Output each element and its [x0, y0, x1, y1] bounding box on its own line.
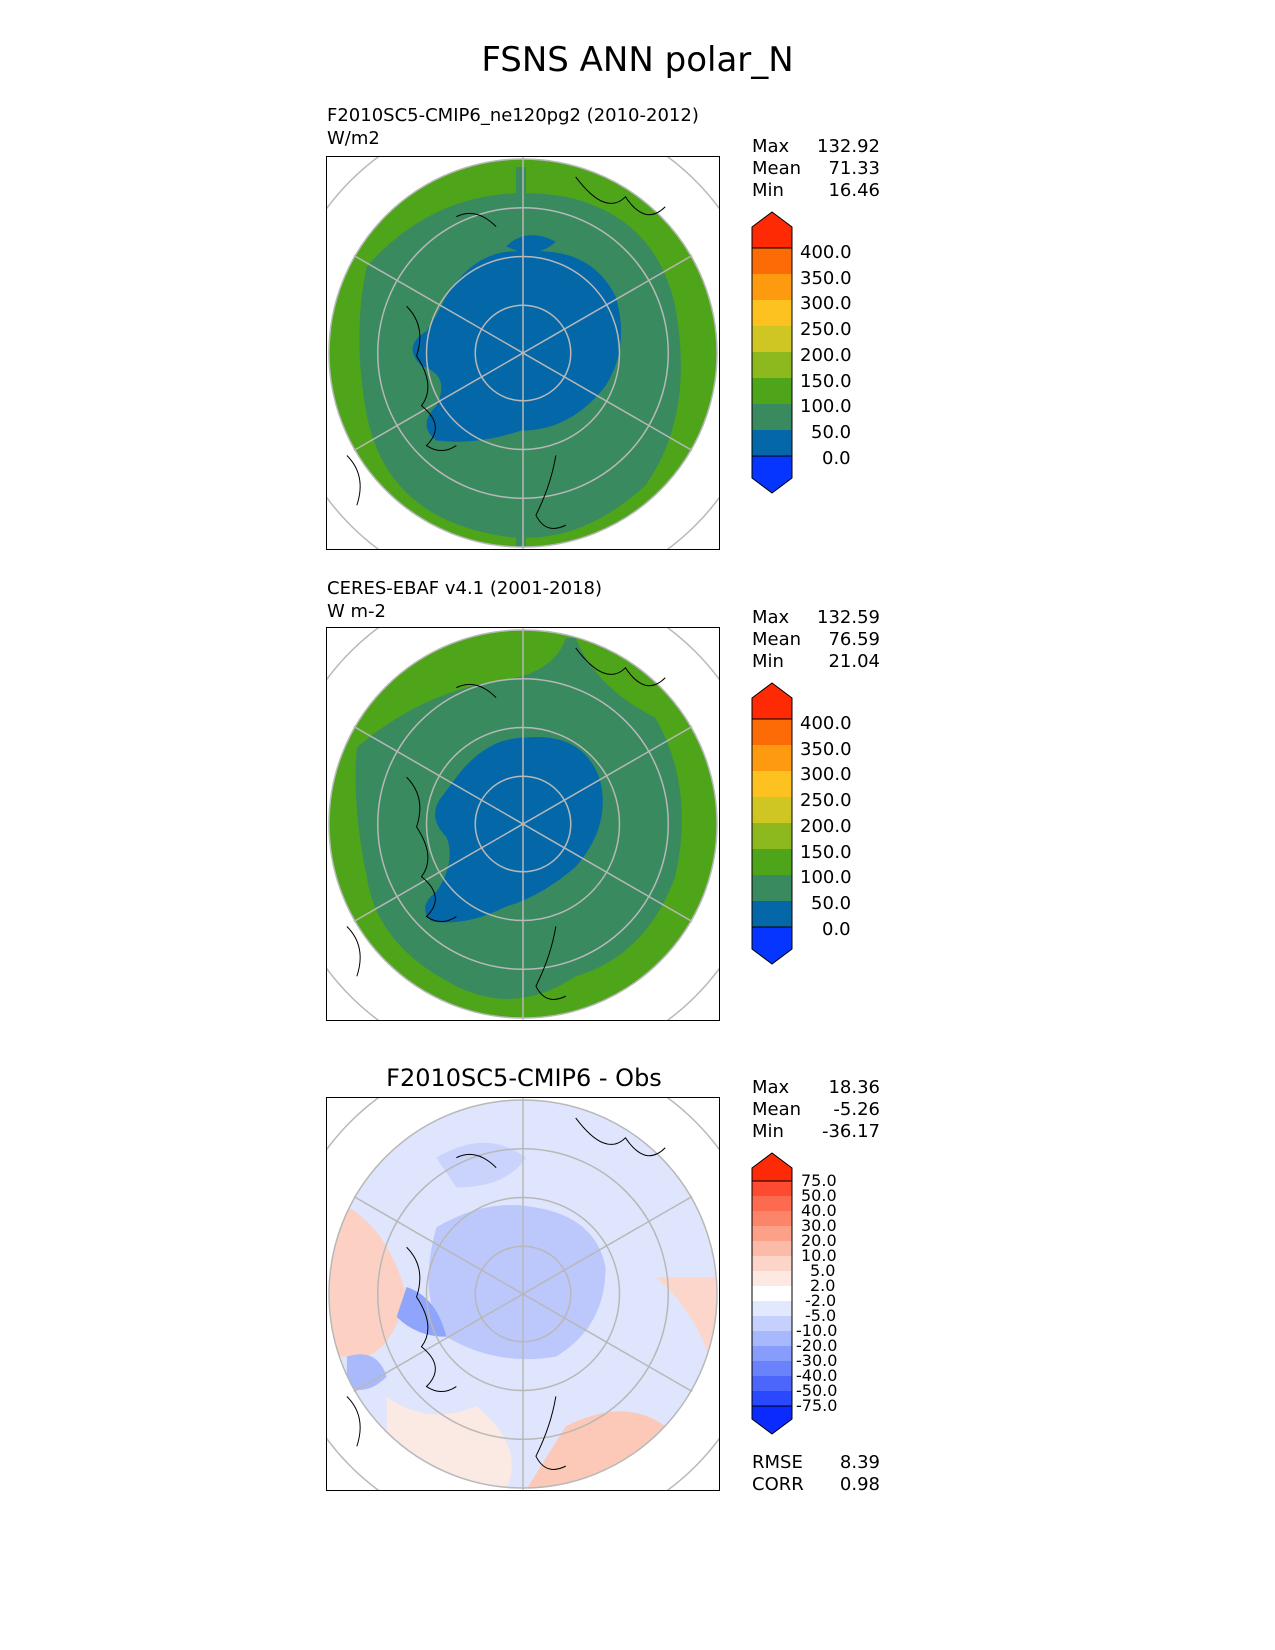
- panel3-title: F2010SC5-CMIP6 - Obs: [386, 1064, 662, 1092]
- panel1-stats: Max 132.92 Mean 71.33 Min 16.46: [752, 136, 880, 202]
- colorbar-tick: -40.0: [796, 1366, 838, 1385]
- stat-label: Min: [752, 651, 784, 672]
- panel3-metrics: RMSE 8.39 CORR 0.98: [752, 1452, 880, 1496]
- negative-anomaly: [436, 1142, 526, 1188]
- stat-value: 132.92: [817, 136, 880, 157]
- positive-anomaly: [328, 1197, 407, 1358]
- panel2-units: W m-2: [327, 601, 387, 622]
- stat-label: Mean: [752, 1099, 802, 1120]
- colorbar-tick: -20.0: [796, 1336, 838, 1355]
- colorbar-tick: 0.0: [822, 918, 851, 940]
- colorbar-extend-high: [751, 211, 793, 249]
- graticule: [327, 1098, 719, 1490]
- coastlines: [346, 647, 666, 1000]
- stat-value: 21.04: [828, 651, 880, 672]
- panel1-units: W/m2: [327, 128, 380, 149]
- colorbar-tick: 40.0: [801, 1201, 837, 1220]
- colorbar-tick: -2.0: [805, 1291, 837, 1310]
- colorbar-tick: 250.0: [800, 790, 852, 812]
- stat-label: Mean: [752, 629, 802, 650]
- panel2-colorbar-ticks: 400.0 350.0 300.0 250.0 200.0 150.0 100.…: [800, 711, 852, 942]
- stat-value: 18.36: [828, 1077, 880, 1098]
- stat-label: Min: [752, 180, 784, 201]
- colorbar-tick: 150.0: [800, 841, 852, 863]
- colorbar-tick: 350.0: [800, 738, 852, 760]
- stat-label: Max: [752, 607, 790, 628]
- panel3-colorbar: [751, 1152, 793, 1435]
- colorbar-tick: 75.0: [801, 1171, 837, 1190]
- colorbar-tick: 30.0: [801, 1216, 837, 1235]
- colorbar-tick: 100.0: [800, 867, 852, 889]
- stat-value: 71.33: [828, 158, 880, 179]
- colorbar-extend-low: [751, 1405, 793, 1435]
- graticule: [327, 628, 719, 1020]
- coastlines: [346, 176, 666, 529]
- panel2-title: CERES-EBAF v4.1 (2001-2018) W m-2: [327, 577, 602, 623]
- colorbar-tick: 400.0: [800, 242, 852, 263]
- stat-value: 16.46: [828, 180, 880, 201]
- colorbar-tick: 50.0: [811, 421, 852, 443]
- colorbar-tick: 200.0: [800, 815, 852, 837]
- colorbar-tick: 200.0: [800, 344, 852, 366]
- metric-label: CORR: [752, 1474, 804, 1495]
- colorbar-tick: 20.0: [801, 1231, 837, 1250]
- metric-label: RMSE: [752, 1452, 803, 1473]
- panel3-polar-map: [326, 1097, 720, 1491]
- colorbar-extend-high: [751, 1152, 793, 1182]
- colorbar-extend-low: [751, 926, 793, 965]
- panel1-colorbar: [751, 211, 793, 494]
- arctic-core: [412, 251, 622, 442]
- colorbar-tick: -5.0: [805, 1306, 837, 1325]
- stat-label: Max: [752, 136, 790, 157]
- panel3-stats: Max 18.36 Mean -5.26 Min -36.17: [752, 1077, 880, 1143]
- panel1-colorbar-ticks: 400.0 350.0 300.0 250.0 200.0 150.0 100.…: [800, 240, 852, 471]
- colorbar-extend-high: [751, 682, 793, 720]
- stat-value: 76.59: [828, 629, 880, 650]
- panel1-title: F2010SC5-CMIP6_ne120pg2 (2010-2012) W/m2: [327, 104, 699, 150]
- panel2-polar-map: [326, 627, 720, 1021]
- colorbar-tick: 300.0: [800, 293, 852, 315]
- positive-anomaly: [655, 1277, 718, 1397]
- stat-label: Min: [752, 1121, 784, 1142]
- panel1-title-line1: F2010SC5-CMIP6_ne120pg2 (2010-2012): [327, 105, 699, 126]
- panel1-polar-map: [326, 156, 720, 550]
- stat-label: Mean: [752, 158, 802, 179]
- negative-anomaly: [396, 1287, 447, 1337]
- coastlines: [346, 1117, 666, 1470]
- colorbar-tick: 50.0: [811, 892, 852, 914]
- arctic-core: [506, 235, 556, 255]
- panel3-colorbar-ticks: 75.0 50.0 40.0 30.0 20.0 10.0 5.0 2.0 -2…: [796, 1171, 838, 1415]
- panel2-colorbar: [751, 682, 793, 965]
- negative-anomaly: [346, 1354, 387, 1390]
- stat-value: -5.26: [833, 1099, 880, 1120]
- colorbar-tick: 2.0: [810, 1276, 836, 1295]
- colorbar-tick: -50.0: [796, 1381, 838, 1400]
- metric-value: 8.39: [839, 1452, 880, 1473]
- panel2-title-line1: CERES-EBAF v4.1 (2001-2018): [327, 578, 603, 599]
- colorbar-tick: 5.0: [810, 1261, 836, 1280]
- stat-label: Max: [752, 1077, 790, 1098]
- colorbar-tick: 0.0: [822, 447, 851, 469]
- colorbar-tick: 300.0: [800, 764, 852, 786]
- colorbar-tick: -30.0: [796, 1351, 838, 1370]
- colorbar-tick: -10.0: [796, 1321, 838, 1340]
- colorbar-tick: 350.0: [800, 267, 852, 289]
- metric-value: 0.98: [839, 1474, 880, 1495]
- stat-value: 132.59: [817, 607, 880, 628]
- colorbar-extend-low: [751, 455, 793, 494]
- panel2-stats: Max 132.59 Mean 76.59 Min 21.04: [752, 607, 880, 673]
- graticule: [327, 157, 719, 549]
- negative-anomaly: [428, 1204, 606, 1360]
- colorbar-tick: -75.0: [796, 1396, 838, 1415]
- colorbar-tick: 10.0: [801, 1246, 837, 1265]
- colorbar-tick: 400.0: [800, 713, 852, 734]
- colorbar-tick: 100.0: [800, 396, 852, 418]
- colorbar-tick: 50.0: [801, 1186, 837, 1205]
- stat-value: -36.17: [821, 1121, 880, 1142]
- figure-title: FSNS ANN polar_N: [481, 40, 794, 80]
- colorbar-tick: 150.0: [800, 370, 852, 392]
- colorbar-tick: 250.0: [800, 319, 852, 341]
